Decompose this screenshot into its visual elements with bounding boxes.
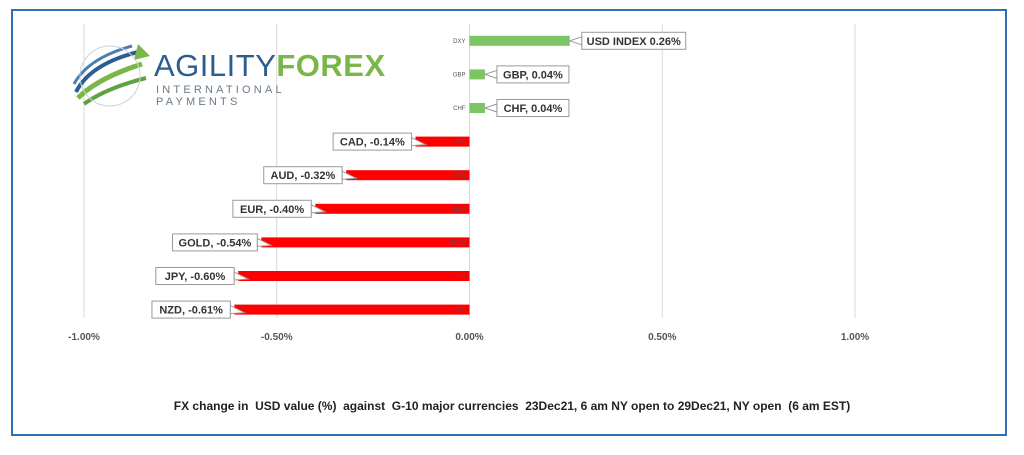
bar-nzd (234, 304, 470, 315)
logo-subtitle: INTERNATIONAL PAYMENTS (156, 84, 285, 108)
data-labels: USD INDEX 0.26% GBP, 0.04% CHF, 0.04% CAD, … (151, 31, 687, 319)
category-label: EUR (454, 207, 467, 213)
data-label: JPY, -0.60% (165, 271, 226, 283)
data-label-pointer (568, 36, 583, 46)
category-label: GBP (453, 72, 466, 78)
data-label-pointer (411, 136, 428, 147)
data-label-pointer (233, 271, 251, 281)
data-label: AUD, -0.32% (271, 170, 336, 182)
data-label: NZD, -0.61% (159, 305, 223, 317)
bar-cad (415, 136, 470, 147)
category-labels: DXY GBP CHF CAD AUD EUR GOLD JPY NZD (449, 39, 467, 314)
data-label: GOLD, -0.54% (179, 237, 252, 249)
chart-caption: FX change in USD value (%) against G-10 … (173, 399, 851, 413)
category-label: NZD (454, 308, 467, 314)
data-label-pointer (256, 237, 274, 247)
data-label-pointer (310, 203, 328, 214)
logo-wordmark: AGILITYFOREX (154, 48, 386, 83)
bar-eur (315, 203, 470, 214)
data-label: EUR, -0.40% (240, 204, 304, 216)
agility-forex-logo: AGILITYFOREX INTERNATIONAL PAYMENTS (68, 34, 385, 109)
bar-jpy (238, 271, 470, 281)
data-label-pointer (483, 103, 498, 113)
category-label: DXY (453, 39, 465, 45)
data-label: CHF, 0.04% (504, 103, 563, 115)
x-tick-label: 0.50% (648, 332, 676, 343)
category-label: GOLD (449, 240, 467, 246)
logo-swoosh-icon (72, 44, 150, 107)
bar-aud (346, 170, 470, 181)
data-label-pointer (483, 69, 498, 80)
bar-gbp (469, 69, 485, 80)
data-label-pointer (229, 304, 247, 315)
x-axis-tick-labels: -1.00% -0.50% 0.00% 0.50% 1.00% (68, 332, 869, 343)
x-tick-label: 1.00% (841, 332, 869, 343)
x-tick-label: 0.00% (455, 332, 483, 343)
category-label: CAD (454, 140, 467, 146)
bar-chf (469, 103, 485, 113)
data-label: CAD, -0.14% (340, 137, 405, 149)
category-label: AUD (454, 173, 467, 179)
data-label-pointer (341, 170, 358, 180)
category-label: JPY (455, 274, 466, 280)
bar-dxy (469, 35, 570, 46)
x-tick-label: -0.50% (261, 332, 293, 343)
category-label: CHF (453, 106, 466, 112)
data-label: USD INDEX 0.26% (587, 36, 681, 48)
bars (234, 35, 570, 315)
x-tick-label: -1.00% (68, 332, 100, 343)
data-label: GBP, 0.04% (503, 69, 563, 81)
bar-gold (261, 237, 470, 248)
